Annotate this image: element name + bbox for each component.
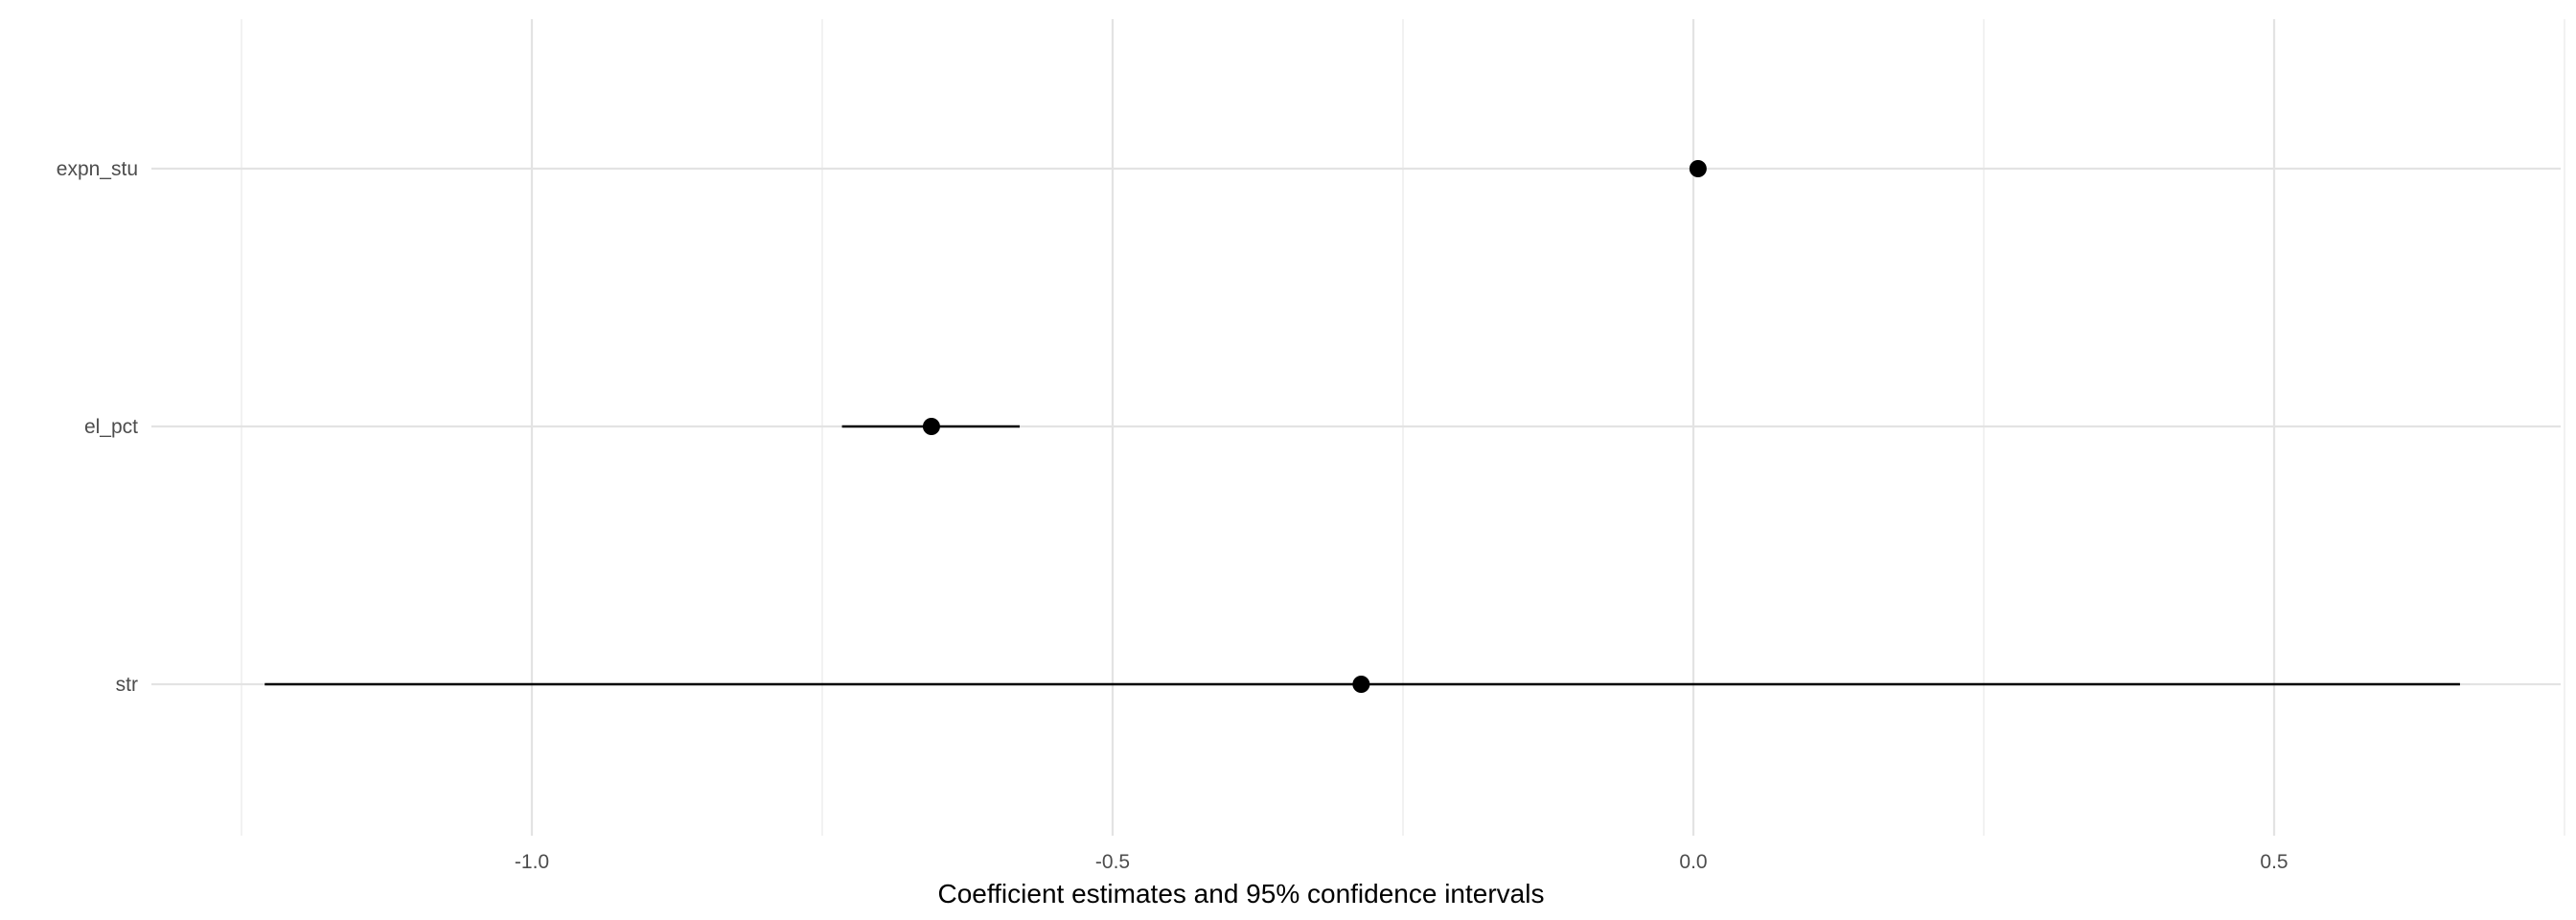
x-tick-label-2: 0.0: [1679, 851, 1707, 873]
x-tick-label-1: -0.5: [1095, 851, 1130, 873]
point-expn_stu: [1689, 160, 1707, 177]
x-tick-label-0: -1.0: [515, 851, 549, 873]
grid-layer: [151, 19, 2565, 836]
point-el_pct: [922, 418, 940, 435]
y-tick-label-el_pct: el_pct: [84, 416, 138, 438]
marks-layer: [264, 160, 2460, 693]
x-tick-label-3: 0.5: [2260, 851, 2288, 873]
y-tick-label-expn_stu: expn_stu: [57, 158, 138, 180]
y-tick-label-str: str: [116, 674, 138, 696]
point-str: [1352, 676, 1370, 693]
x-axis-title: Coefficient estimates and 95% confidence…: [938, 879, 1545, 908]
